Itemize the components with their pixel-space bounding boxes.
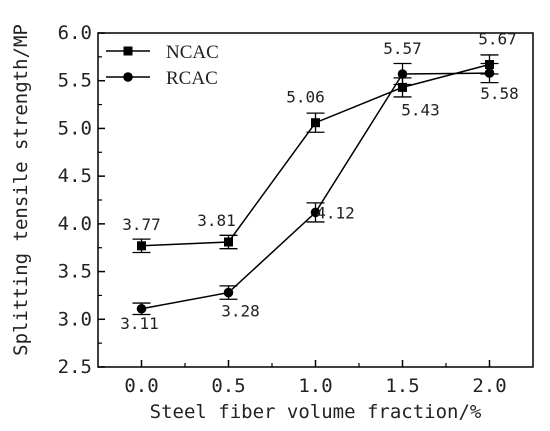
- y-axis-ticks: 2.5 3.0 3.5 4.0 4.5 5.0 5.5 6.0: [58, 22, 105, 378]
- data-label: 3.77: [122, 215, 161, 234]
- series-rcac: 3.11 3.28 4.12 5.57 5.58: [120, 39, 519, 333]
- x-tick-label: 1.5: [385, 375, 419, 397]
- data-label: 3.11: [120, 314, 159, 333]
- y-tick-label: 5.0: [58, 117, 92, 139]
- x-tick-label: 2.0: [472, 375, 506, 397]
- legend-marker-circle: [123, 72, 133, 82]
- data-label: 3.28: [221, 302, 260, 321]
- y-tick-label: 4.5: [58, 165, 92, 187]
- data-label: 5.67: [478, 29, 517, 48]
- y-tick-label: 4.0: [58, 213, 92, 235]
- data-label: 5.06: [286, 88, 325, 107]
- x-tick-label: 0.5: [211, 375, 245, 397]
- data-label: 4.12: [316, 203, 355, 222]
- plot-border: [97, 32, 534, 368]
- data-point-circle: [397, 69, 408, 79]
- y-tick-label: 3.5: [58, 261, 92, 283]
- data-point-square: [224, 237, 233, 247]
- series-layer: 3.77 3.81 5.06 5.43 5.67 3.11 3.28 4.12 5.57 5.58: [120, 29, 519, 332]
- data-label: 5.58: [480, 84, 519, 103]
- y-tick-label: 3.0: [58, 308, 92, 330]
- x-axis-title: Steel fiber volume fraction/%: [150, 401, 482, 423]
- data-point-circle: [223, 287, 234, 298]
- data-point-circle: [136, 303, 147, 314]
- legend-label: RCAC: [166, 68, 218, 89]
- y-tick-label: 5.5: [58, 70, 92, 92]
- legend: NCAC RCAC: [106, 42, 219, 89]
- y-tick-label: 2.5: [58, 356, 92, 378]
- legend-label: NCAC: [166, 42, 219, 63]
- x-tick-label: 0.0: [124, 375, 158, 397]
- x-axis-ticks: 0.0 0.5 1.0 1.5 2.0: [124, 360, 507, 397]
- y-tick-label: 6.0: [58, 22, 92, 44]
- data-label: 5.57: [383, 39, 422, 58]
- data-label: 5.43: [401, 100, 440, 119]
- data-point-square: [137, 241, 146, 251]
- legend-marker-square: [123, 46, 133, 56]
- data-point-square: [311, 118, 320, 128]
- data-point-circle: [484, 68, 495, 78]
- y-axis-title: Splitting tensile strength/MP: [10, 24, 32, 356]
- data-label: 3.81: [197, 211, 236, 230]
- series-ncac: 3.77 3.81 5.06 5.43 5.67: [122, 29, 517, 254]
- plot-frame: [97, 32, 534, 368]
- data-point-circle: [310, 207, 321, 218]
- data-point-square: [398, 82, 407, 92]
- x-tick-label: 1.0: [298, 375, 332, 397]
